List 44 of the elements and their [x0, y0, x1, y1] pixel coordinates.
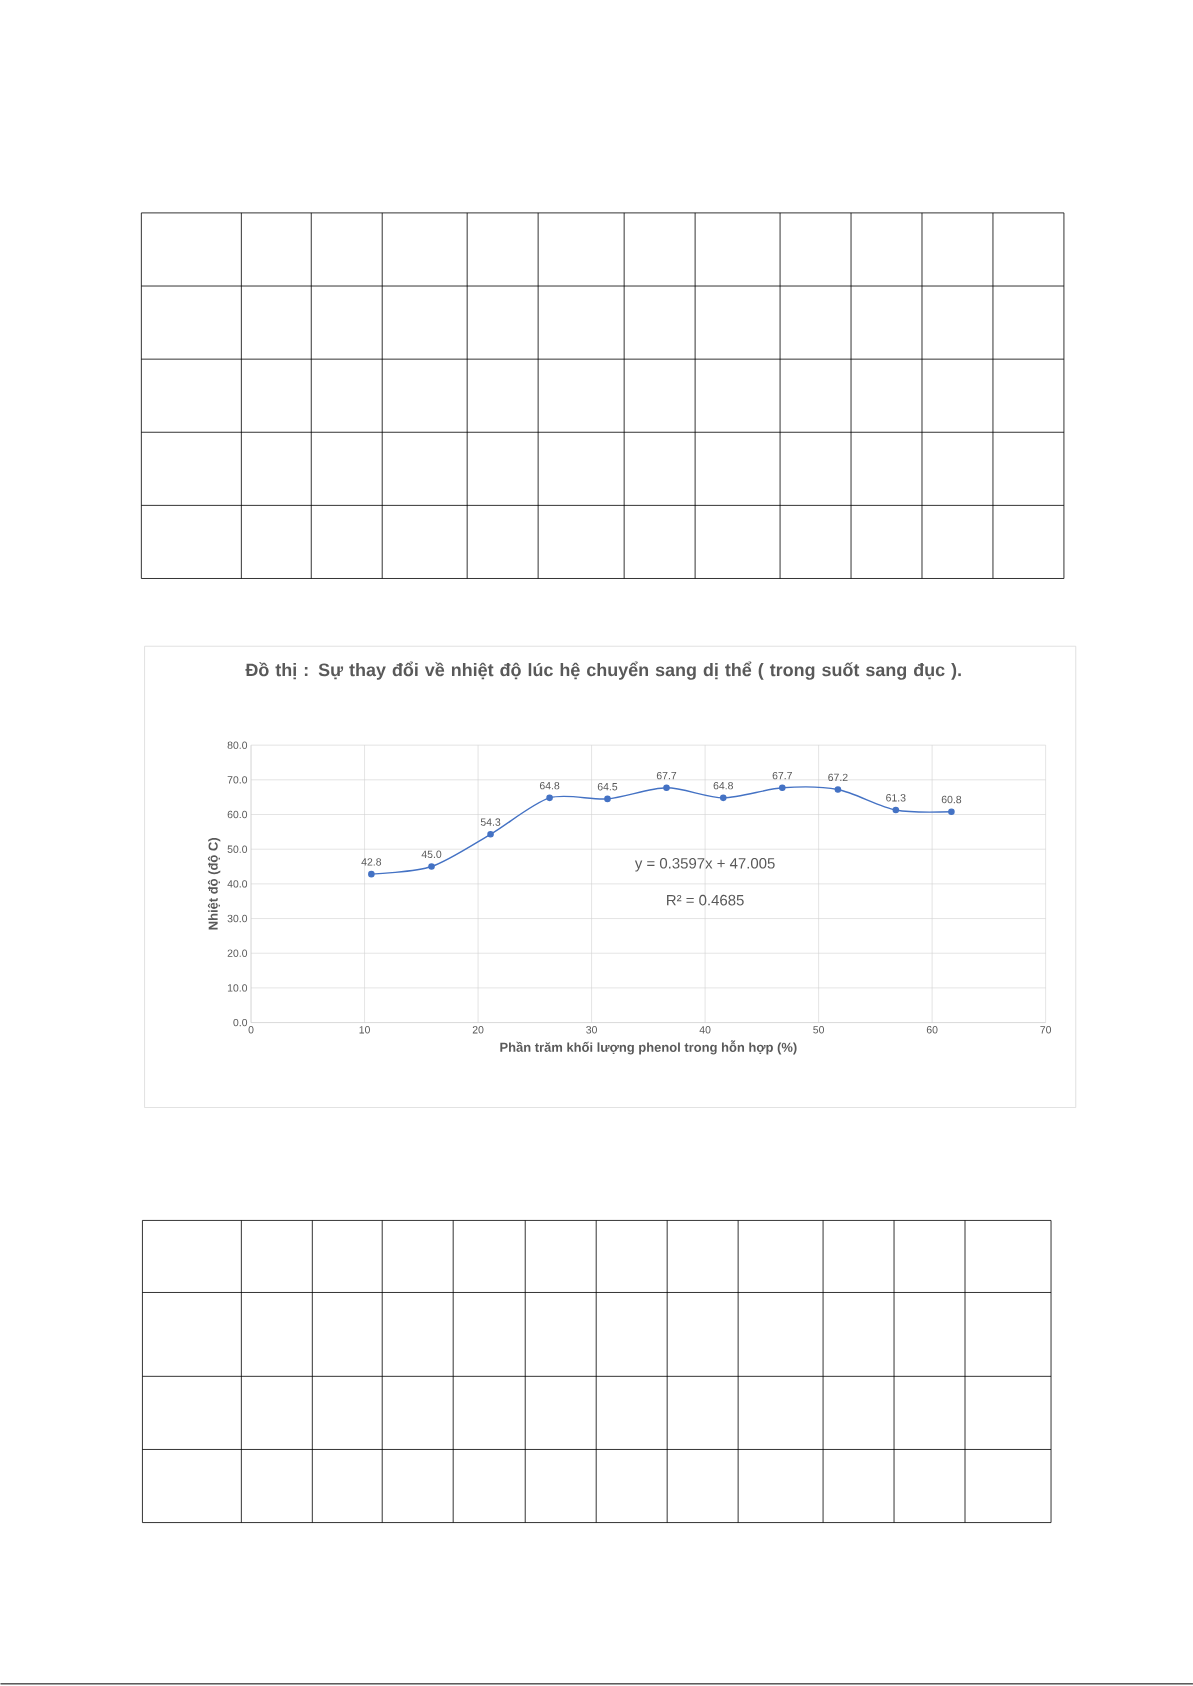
- point: [834, 786, 841, 793]
- point: [546, 794, 553, 802]
- point: [428, 863, 435, 870]
- data-label: 67.7: [656, 771, 676, 780]
- data-label: 60.8: [941, 795, 961, 804]
- chart-title: Đồ thị : Sự thay đổi về nhiệt độ lúc hệ chuyển sang dị thể ( trong suốt sang đục ).: [245, 661, 961, 680]
- data-label: 64.8: [713, 781, 733, 790]
- annotation: y = 0.3597x + 47.005: [634, 858, 775, 872]
- data-label: 61.3: [885, 794, 906, 802]
- y-tick-label: 80.0: [227, 741, 247, 749]
- data-label: 67.7: [772, 771, 792, 780]
- point: [367, 870, 375, 878]
- point: [892, 806, 899, 814]
- data-label: 54.3: [480, 818, 501, 826]
- data-label: 64.5: [597, 783, 617, 791]
- x-axis-title: Phần trăm khối lượng phenol trong hỗn hợp (%): [500, 1040, 797, 1055]
- x-tick-label: 40: [699, 1026, 711, 1034]
- y-tick-label: 50.0: [227, 845, 247, 853]
- x-tick-label: 50: [813, 1026, 824, 1034]
- data-label: 67.2: [828, 773, 848, 782]
- point: [603, 795, 611, 803]
- data-label: 45.0: [421, 850, 442, 859]
- y-tick-label: 60.0: [227, 810, 247, 819]
- y-tick-label: 10.0: [227, 984, 247, 992]
- y-tick-label: 30.0: [227, 914, 247, 923]
- y-tick-label: 40.0: [227, 880, 247, 888]
- y-axis-title: Nhiệt độ (độ C): [207, 838, 221, 930]
- point: [778, 784, 786, 792]
- y-tick-label: 20.0: [227, 949, 247, 957]
- x-tick-label: 60: [926, 1026, 938, 1034]
- point: [663, 784, 670, 792]
- data-label: 64.8: [539, 781, 560, 790]
- x-tick-label: 30: [585, 1026, 597, 1034]
- y-tick-label: 0.0: [233, 1018, 247, 1027]
- point: [719, 794, 727, 802]
- x-tick-label: 0: [248, 1026, 254, 1034]
- x-tick-label: 10: [359, 1026, 370, 1034]
- data-label: 42.8: [361, 858, 381, 866]
- y-tick-label: 70.0: [227, 776, 247, 784]
- x-tick-label: 70: [1040, 1026, 1051, 1034]
- point: [947, 808, 955, 816]
- annotation: R² = 0.4685: [666, 894, 744, 906]
- point: [487, 830, 494, 838]
- x-tick-label: 20: [472, 1026, 484, 1034]
